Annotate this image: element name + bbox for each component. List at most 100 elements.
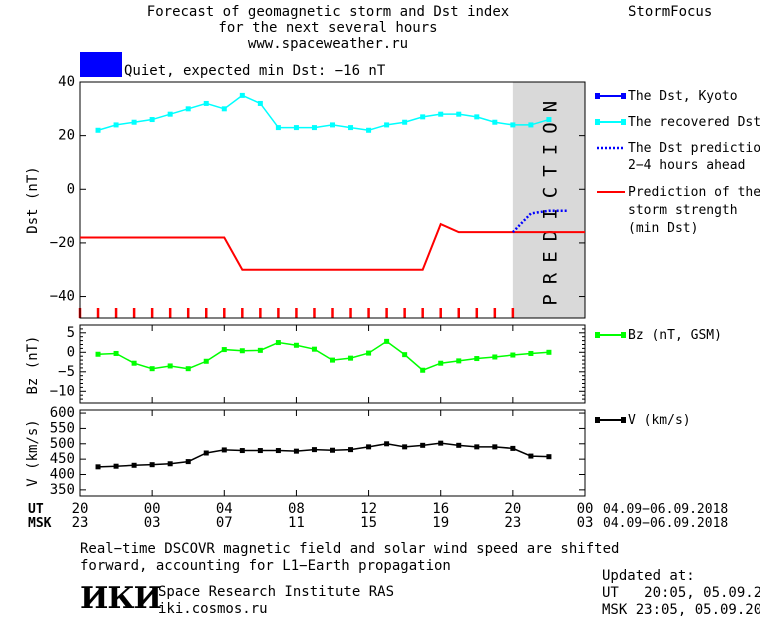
v-point xyxy=(402,444,408,450)
y-axis-label-dst: Dst (nT) xyxy=(25,166,41,233)
v-point xyxy=(293,448,299,454)
bz-point xyxy=(95,351,101,357)
ut-tick-label: 08 xyxy=(288,501,305,517)
recovered-dst-point xyxy=(311,125,317,131)
bz-point xyxy=(149,366,155,372)
dst-prediction-line xyxy=(511,209,567,234)
ut-tick-label: 00 xyxy=(144,501,161,517)
bz-point xyxy=(275,340,281,346)
v-point xyxy=(131,462,137,468)
updated-ut: UT 20:05, 05.09.2018 xyxy=(602,585,760,601)
bz-point xyxy=(203,358,209,364)
y-axis-label-bz: Bz (nT) xyxy=(25,335,41,394)
v-point xyxy=(384,441,390,447)
bz-point xyxy=(474,356,480,362)
recovered-dst-point xyxy=(257,100,263,106)
msk-tick-label: 07 xyxy=(216,515,233,531)
panel-frame-v xyxy=(79,409,586,497)
bz-point xyxy=(239,348,245,354)
prediction-letter: N xyxy=(540,101,562,112)
v-point xyxy=(492,444,498,450)
v-point xyxy=(221,447,227,453)
recovered-dst-line xyxy=(97,94,550,132)
prediction-letter: P xyxy=(540,294,562,305)
legend-kyoto-marker xyxy=(595,93,600,99)
bz-point xyxy=(113,350,119,356)
recovered-dst-point xyxy=(239,92,245,98)
v-point xyxy=(149,462,155,468)
v-point xyxy=(366,444,372,450)
recovered-dst-point xyxy=(384,122,390,128)
ut-tick-label: 20 xyxy=(504,501,521,517)
legend-v-label: V (km/s) xyxy=(628,413,691,428)
bz-point xyxy=(366,350,372,356)
ut-tick-label: 20 xyxy=(72,501,89,517)
prediction-letter: O xyxy=(540,122,562,133)
v-point xyxy=(185,459,191,465)
y-axis-label-v: V (km/s) xyxy=(25,419,41,486)
recovered-dst-point xyxy=(456,111,462,117)
bz-point xyxy=(438,360,444,366)
v-point xyxy=(456,442,462,448)
bz-point xyxy=(257,347,263,353)
y-tick-label: 450 xyxy=(50,451,75,467)
recovered-dst-point xyxy=(293,125,299,131)
org-name: Space Research Institute RAS xyxy=(158,584,395,600)
bz-point xyxy=(510,352,516,358)
title-line-2: for the next several hours xyxy=(218,20,438,36)
bz-line xyxy=(98,340,549,372)
y-tick-label: −40 xyxy=(50,289,75,305)
v-point xyxy=(438,440,444,446)
y-tick-label: 0 xyxy=(67,344,75,360)
ut-tick-label: 12 xyxy=(360,501,377,517)
recovered-dst-point xyxy=(95,127,101,133)
recovered-dst-point xyxy=(366,127,372,133)
recovered-dst-point xyxy=(510,122,516,128)
legend-strength-label: Prediction of the xyxy=(628,185,760,200)
v-point xyxy=(311,447,317,453)
v-point xyxy=(420,442,426,448)
org-site[interactable]: iki.cosmos.ru xyxy=(158,601,268,617)
recovered-dst-point xyxy=(348,125,354,131)
recovered-dst-point xyxy=(167,111,173,117)
recovered-dst-point xyxy=(203,100,209,106)
bz-point xyxy=(330,357,335,363)
recovered-dst-point xyxy=(474,114,480,120)
prediction-letter: T xyxy=(540,165,562,176)
recovered-dst-point xyxy=(275,125,281,131)
note-line-1: Real−time DSCOVR magnetic field and sola… xyxy=(80,541,620,557)
title-line-1: Forecast of geomagnetic storm and Dst in… xyxy=(146,4,510,20)
recovered-dst-point xyxy=(492,119,498,125)
iki-logo: ИКИ xyxy=(80,581,162,616)
recovered-dst-point xyxy=(528,122,534,128)
y-tick-label: 350 xyxy=(50,482,75,498)
prediction-letter: E xyxy=(540,251,562,262)
v-point xyxy=(257,448,263,454)
y-tick-label: 400 xyxy=(50,467,75,483)
recovered-dst-point xyxy=(438,111,444,117)
v-point xyxy=(474,444,480,450)
legend-strength-label: storm strength xyxy=(628,203,738,218)
title-url[interactable]: www.spaceweather.ru xyxy=(247,36,409,52)
legend-kyoto-marker xyxy=(621,93,626,99)
msk-tick-label: 15 xyxy=(360,515,377,531)
bz-point xyxy=(348,355,354,361)
msk-tick-label: 19 xyxy=(432,515,449,531)
legend-kyoto-label: The Dst, Kyoto xyxy=(628,89,738,104)
y-tick-label: −10 xyxy=(50,383,75,399)
bz-point xyxy=(221,347,227,353)
y-tick-label: 550 xyxy=(50,420,75,436)
v-point xyxy=(510,445,516,451)
v-point xyxy=(330,447,335,453)
bz-point xyxy=(131,360,137,366)
date-range-ut: 04.09−06.09.2018 xyxy=(603,502,728,517)
msk-tick-label: 03 xyxy=(144,515,161,531)
legend-prediction-label: 2−4 hours ahead xyxy=(628,158,745,173)
bz-point xyxy=(492,354,498,360)
legend-bz-label: Bz (nT, GSM) xyxy=(628,328,722,343)
recovered-dst-point xyxy=(330,122,335,128)
legend-bz-marker xyxy=(595,332,600,338)
legend-v-marker xyxy=(595,417,600,423)
legend-strength-label: (min Dst) xyxy=(628,221,698,236)
legend-recovered-marker xyxy=(621,119,626,125)
